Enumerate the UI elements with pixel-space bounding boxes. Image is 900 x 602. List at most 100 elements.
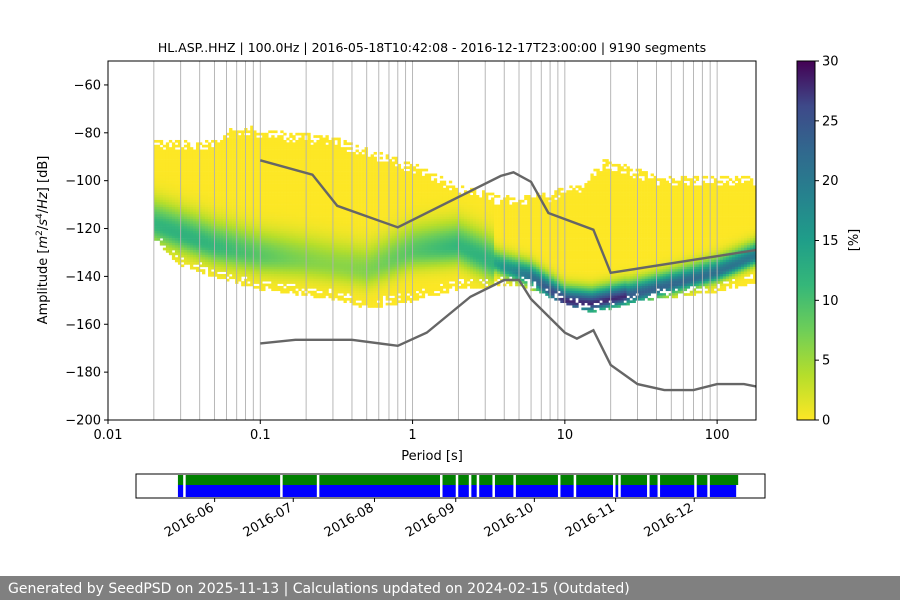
psd-cell: [379, 264, 383, 268]
psd-cell: [189, 199, 194, 203]
psd-cell: [382, 250, 386, 253]
psd-cell: [319, 276, 323, 280]
psd-cell: [177, 216, 182, 220]
psd-cell: [189, 168, 194, 172]
psd-cell: [337, 197, 341, 201]
psd-cell: [316, 168, 320, 172]
psd-cell: [262, 161, 266, 165]
psd-cell: [241, 266, 245, 270]
psd-cell: [364, 171, 368, 174]
psd-cell: [256, 206, 260, 210]
psd-cell: [280, 240, 284, 244]
psd-cell: [214, 230, 218, 234]
psd-cell: [165, 209, 170, 213]
psd-cell: [343, 281, 347, 284]
psd-cell: [195, 197, 200, 201]
psd-cell: [180, 221, 185, 225]
psd-cell: [183, 173, 188, 177]
psd-cell: [400, 281, 405, 284]
psd-cell: [325, 183, 329, 186]
psd-cell: [295, 149, 299, 153]
psd-cell: [319, 240, 323, 244]
psd-cell: [268, 130, 272, 134]
psd-cell: [268, 202, 272, 205]
psd-cell: [229, 128, 233, 131]
psd-cell: [343, 283, 347, 287]
psd-cell: [388, 259, 392, 263]
psd-cell: [259, 190, 263, 193]
psd-cell: [382, 281, 386, 284]
psd-cell: [301, 202, 305, 205]
psd-cell: [208, 156, 212, 160]
psd-cell: [232, 262, 236, 265]
psd-cell: [186, 223, 191, 227]
psd-cell: [370, 190, 374, 193]
psd-cell: [394, 235, 399, 239]
psd-cell: [295, 156, 299, 160]
psd-cell: [292, 257, 296, 260]
psd-cell: [292, 252, 296, 256]
psd-cell: [340, 185, 344, 189]
psd-cell: [334, 216, 338, 220]
psd-cell: [325, 216, 329, 220]
psd-cell: [352, 283, 356, 287]
psd-cell: [177, 238, 182, 241]
psd-cell: [286, 274, 290, 277]
psd-cell: [199, 202, 203, 205]
psd-cell: [286, 226, 290, 229]
psd-cell: [307, 147, 311, 150]
psd-cell: [349, 274, 353, 277]
psd-cell: [171, 211, 176, 215]
psd-cell: [205, 139, 209, 143]
psd-cell: [180, 175, 185, 179]
psd-cell: [192, 214, 197, 217]
psd-cell: [340, 290, 344, 294]
psd-cell: [211, 228, 215, 232]
psd-cell: [355, 214, 359, 217]
psd-cell: [232, 178, 236, 181]
psd-cell: [370, 166, 374, 169]
psd-cell: [325, 290, 329, 294]
psd-cell: [211, 238, 215, 241]
psd-cell: [352, 183, 356, 186]
psd-cell: [259, 144, 263, 148]
psd-cell: [328, 245, 332, 248]
psd-cell: [259, 257, 263, 260]
psd-cell: [256, 228, 260, 232]
psd-cell: [159, 171, 164, 174]
psd-cell: [217, 156, 221, 160]
psd-cell: [346, 183, 350, 186]
psd-cell: [180, 149, 185, 153]
psd-cell: [283, 175, 287, 179]
psd-cell: [298, 156, 302, 160]
psd-cell: [352, 178, 356, 181]
psd-cell: [361, 290, 365, 294]
psd-cell: [367, 226, 371, 229]
psd-cell: [205, 240, 209, 244]
psd-cell: [400, 180, 405, 184]
psd-cell: [370, 173, 374, 177]
psd-cell: [340, 178, 344, 181]
psd-cell: [202, 235, 206, 239]
psd-cell: [301, 278, 305, 282]
psd-cell: [250, 142, 254, 146]
psd-cell: [162, 197, 167, 201]
psd-cell: [337, 209, 341, 213]
psd-cell: [343, 163, 347, 167]
psd-cell: [168, 168, 173, 172]
psd-cell: [202, 233, 206, 237]
psd-cell: [322, 233, 326, 237]
psd-cell: [382, 274, 386, 277]
psd-cell: [165, 168, 170, 172]
psd-cell: [202, 252, 206, 256]
psd-cell: [343, 235, 347, 239]
psd-cell: [214, 211, 218, 215]
psd-cell: [322, 235, 326, 239]
psd-cell: [205, 185, 209, 189]
psd-cell: [265, 202, 269, 205]
psd-cell: [238, 156, 242, 160]
psd-cell: [171, 195, 176, 198]
psd-cell: [262, 137, 266, 141]
psd-cell: [271, 276, 275, 280]
psd-cell: [397, 204, 402, 208]
